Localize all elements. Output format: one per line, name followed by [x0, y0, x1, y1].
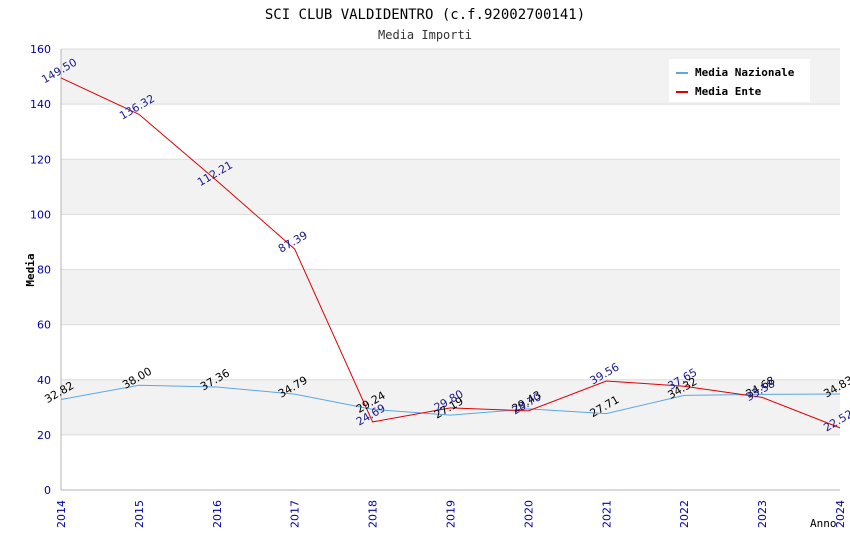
- y-tick-label: 0: [44, 484, 51, 497]
- axes: [60, 49, 840, 491]
- y-tick-label: 40: [37, 374, 51, 387]
- x-tick-label: 2020: [522, 500, 535, 528]
- grid-band: [61, 159, 840, 215]
- x-tick-label: 2018: [367, 500, 380, 528]
- x-tick-label: 2019: [445, 500, 458, 528]
- y-tick-label: 100: [30, 208, 51, 221]
- grid-band: [61, 214, 840, 270]
- grid-band: [61, 104, 840, 160]
- grid-band: [61, 269, 840, 325]
- y-tick-label: 140: [30, 98, 51, 111]
- legend-label: Media Ente: [695, 85, 762, 98]
- series-line: [60, 77, 841, 429]
- background-bands: [61, 49, 840, 490]
- grid-band: [61, 379, 840, 435]
- x-tick-label: 2024: [834, 500, 847, 528]
- series-lines: [60, 77, 841, 429]
- y-tick-label: 160: [30, 43, 51, 56]
- grid-band: [61, 434, 840, 490]
- y-tick-label: 60: [37, 319, 51, 332]
- y-tick-labels: 0 20 40 60 80 100 120 140 160: [30, 43, 51, 497]
- x-tick-label: 2014: [55, 500, 68, 528]
- legend-box: [669, 59, 810, 102]
- legend-label: Media Nazionale: [695, 66, 795, 79]
- x-tick-labels: 2014 2015 2016 2017 2018 2019 2020 2021 2022 2023…: [55, 500, 847, 528]
- chart-title: SCI CLUB VALDIDENTRO (c.f.92002700141): [265, 7, 585, 23]
- x-tick-label: 2022: [678, 500, 691, 528]
- x-tick-label: 2015: [133, 500, 146, 528]
- x-tick-label: 2016: [211, 500, 224, 528]
- series-line: [60, 384, 841, 416]
- y-axis-label: Media: [24, 253, 37, 286]
- x-tick-label: 2021: [600, 500, 613, 528]
- x-axis-label: Anno: [810, 517, 837, 530]
- y-tick-label: 120: [30, 153, 51, 166]
- x-tick-label: 2023: [756, 500, 769, 528]
- y-tick-label: 20: [37, 429, 51, 442]
- grid-band: [61, 324, 840, 380]
- legend: Media Nazionale Media Ente: [669, 59, 810, 102]
- y-tick-label: 80: [37, 264, 51, 277]
- chart-subtitle: Media Importi: [378, 28, 472, 42]
- x-tick-label: 2017: [289, 500, 302, 528]
